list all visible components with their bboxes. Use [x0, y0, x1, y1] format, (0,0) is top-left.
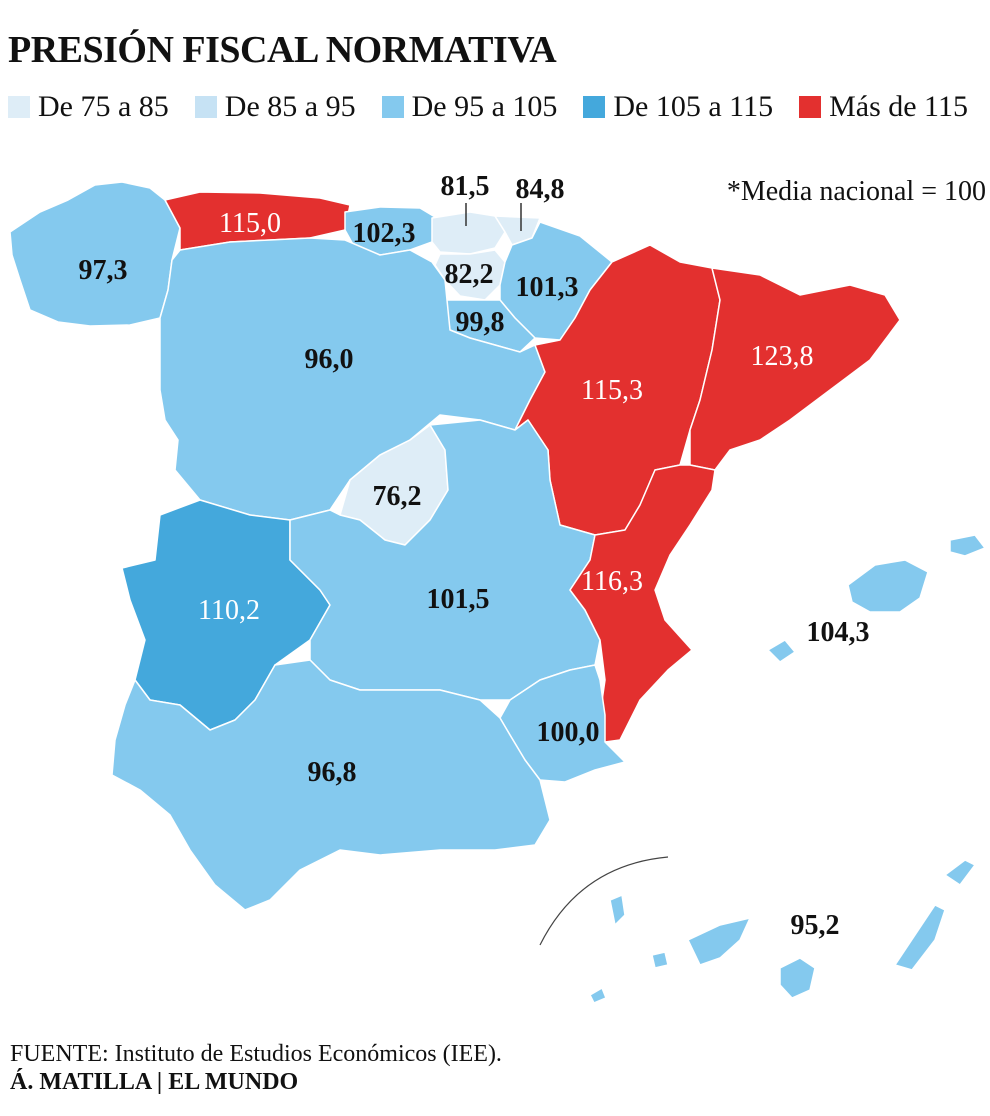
- author-credit: Á. MATILLA | EL MUNDO: [10, 1069, 299, 1095]
- label-madrid: 76,2: [373, 481, 422, 512]
- legend: De 75 a 85 De 85 a 95 De 95 a 105 De 105…: [8, 90, 968, 124]
- label-vizcaya: 82,2: [445, 259, 494, 290]
- region-baleares-ibiza[interactable]: [767, 639, 796, 663]
- region-canarias-lanzarote[interactable]: [944, 859, 976, 886]
- label-galicia: 97,3: [79, 255, 128, 286]
- region-baleares-menorca[interactable]: [949, 534, 986, 557]
- label-extremadura: 110,2: [198, 595, 260, 626]
- label-navarra: 101,3: [516, 272, 579, 303]
- region-galicia[interactable]: [9, 181, 181, 327]
- region-canarias-la-palma[interactable]: [609, 894, 626, 926]
- label-valencia: 116,3: [581, 566, 643, 597]
- region-canarias-la-gomera[interactable]: [651, 951, 669, 969]
- label-guipuzcoa: 84,8: [516, 174, 565, 205]
- canarias-separator-arc: [539, 856, 669, 946]
- footer: FUENTE: Instituto de Estudios Económicos…: [10, 1040, 502, 1096]
- region-cantabria[interactable]: [344, 206, 441, 256]
- region-andalucia[interactable]: [111, 659, 551, 911]
- region-canarias-fuerteventura[interactable]: [894, 904, 946, 971]
- legend-item-95-105: De 95 a 105: [381, 90, 558, 124]
- label-alava: 81,5: [441, 171, 490, 202]
- legend-item-85-95: De 85 a 95: [194, 90, 356, 124]
- region-asturias[interactable]: [164, 191, 351, 251]
- map-title: PRESIÓN FISCAL NORMATIVA: [8, 29, 557, 71]
- legend-label: De 105 a 115: [613, 90, 774, 123]
- label-murcia: 100,0: [537, 717, 600, 748]
- region-canarias-gran-canaria[interactable]: [779, 957, 816, 999]
- national-average-note: *Media nacional = 100: [726, 176, 986, 207]
- label-la-rioja: 99,8: [456, 307, 505, 338]
- region-cataluna[interactable]: [689, 267, 901, 471]
- legend-swatch: [381, 96, 404, 118]
- legend-label: Más de 115: [829, 90, 968, 123]
- label-baleares: 104,3: [807, 617, 870, 648]
- legend-label: De 85 a 95: [224, 90, 356, 123]
- legend-item-mas-115: Más de 115: [799, 90, 968, 124]
- legend-label: De 95 a 105: [411, 90, 558, 123]
- label-castilla-leon: 96,0: [305, 344, 354, 375]
- legend-swatch: [8, 96, 30, 118]
- region-valencia[interactable]: [569, 464, 716, 743]
- legend-label: De 75 a 85: [38, 90, 169, 123]
- region-canarias-tenerife[interactable]: [687, 917, 751, 966]
- label-canarias: 95,2: [791, 910, 840, 941]
- region-canarias-el-hierro[interactable]: [589, 987, 607, 1004]
- legend-swatch: [194, 96, 217, 118]
- label-cataluna: 123,8: [751, 341, 814, 372]
- label-andalucia: 96,8: [308, 757, 357, 788]
- label-cantabria: 102,3: [353, 218, 416, 249]
- region-baleares-mallorca[interactable]: [847, 559, 929, 613]
- legend-swatch: [799, 96, 822, 118]
- source-note: FUENTE: Instituto de Estudios Económicos…: [10, 1041, 502, 1067]
- label-asturias: 115,0: [219, 208, 281, 239]
- legend-item-105-115: De 105 a 115: [583, 90, 773, 124]
- label-castilla-la-mancha: 101,5: [427, 584, 490, 615]
- legend-swatch: [583, 96, 606, 118]
- label-aragon: 115,3: [581, 375, 643, 406]
- legend-item-75-85: De 75 a 85: [8, 90, 169, 124]
- region-vizcaya[interactable]: [431, 211, 506, 255]
